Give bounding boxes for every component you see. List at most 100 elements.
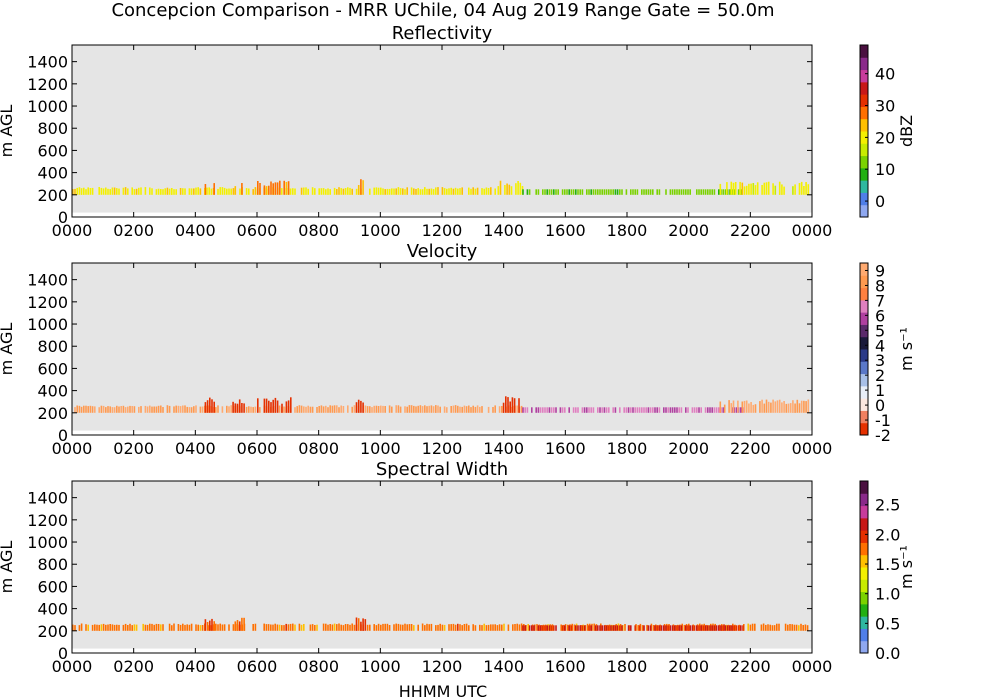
data-column [413,405,415,413]
data-column [619,189,621,195]
data-column [268,185,270,195]
data-column [711,625,713,631]
data-column [514,624,516,631]
colorbar-swatch [860,167,868,181]
data-column [680,407,683,413]
data-column [155,406,158,413]
data-column [575,625,577,631]
data-column [281,188,283,195]
data-column [544,407,546,413]
data-column [492,624,494,631]
data-column [327,407,329,413]
data-column [638,407,641,413]
colorbar-swatch [860,106,868,120]
data-column [162,624,164,631]
data-column [793,624,796,631]
data-column [206,187,208,195]
data-column [138,406,140,413]
data-column [131,406,133,413]
data-column [289,623,292,631]
data-column [105,624,107,631]
data-column [102,405,105,413]
colorbar-swatch [860,69,868,83]
data-column [647,407,650,413]
data-column [499,180,502,195]
data-column [526,407,529,413]
data-column [765,182,768,195]
data-column [707,625,709,631]
data-column [364,619,367,631]
data-column [87,187,89,195]
data-column [221,187,224,195]
data-column [794,184,796,195]
data-column [362,180,364,195]
data-column [199,625,202,631]
data-column [696,407,698,413]
data-column [380,187,382,195]
data-column [430,188,433,195]
data-column [685,407,687,413]
data-column [373,405,375,413]
data-column [678,189,680,195]
data-column [452,623,455,631]
data-column [700,625,702,631]
data-column [588,625,590,631]
colorbar-tick-label: -1 [875,411,891,430]
data-column [683,624,686,631]
data-column [283,180,285,195]
data-column [765,399,768,413]
data-column [131,625,133,631]
data-column [660,625,663,631]
data-column [257,181,259,195]
data-column [325,623,327,631]
data-column [173,189,175,195]
data-column [522,625,524,631]
data-column [588,189,590,195]
data-column [153,406,155,413]
data-column [340,624,342,631]
colorbar-tick-label: 2.5 [875,496,900,515]
data-column [238,399,241,413]
data-column [432,406,435,413]
colorbar-tick-label: 40 [875,65,895,84]
data-column [263,398,266,413]
data-column [179,406,182,413]
data-column [362,618,364,631]
data-column [549,624,551,631]
data-column [454,187,457,195]
data-column [155,623,158,631]
data-column [369,188,371,195]
colorbar-tick-label: 0 [875,396,885,415]
data-column [537,407,540,413]
data-column [107,624,109,631]
data-column [243,617,245,631]
data-column [274,397,277,413]
data-column [470,407,472,413]
x-tick-label: 1600 [545,221,586,240]
panel-2: Velocity0200400600800100012001400m AGL00… [0,241,916,458]
data-column [538,624,540,631]
data-column [168,188,171,195]
data-column [787,624,789,631]
data-column [135,624,138,631]
data-column [217,188,219,195]
data-column [241,617,243,631]
data-column [366,406,369,413]
data-column [153,624,155,631]
data-column [590,625,592,631]
data-column [294,188,296,195]
data-column [637,625,639,631]
data-column [572,189,575,195]
data-column [643,407,645,413]
data-column [217,405,219,413]
data-column [311,187,314,195]
data-column [435,187,437,195]
data-column [206,622,209,631]
y-tick-label: 1200 [27,75,68,94]
data-column [395,623,397,631]
data-column [461,625,463,631]
data-column [118,624,120,631]
y-tick-label: 1200 [27,293,68,312]
data-column [564,189,566,195]
